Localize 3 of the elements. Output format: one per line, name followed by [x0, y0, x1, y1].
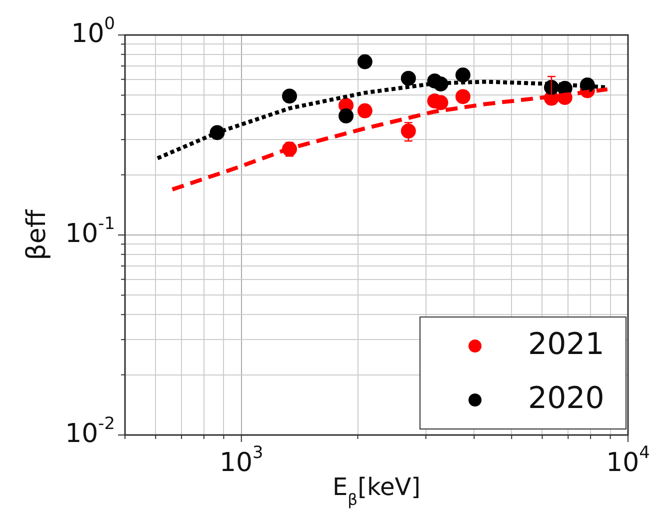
legend-label: 2020: [528, 380, 604, 416]
y-axis-title: βeff: [22, 208, 52, 260]
legend-label: 2021: [528, 326, 604, 362]
